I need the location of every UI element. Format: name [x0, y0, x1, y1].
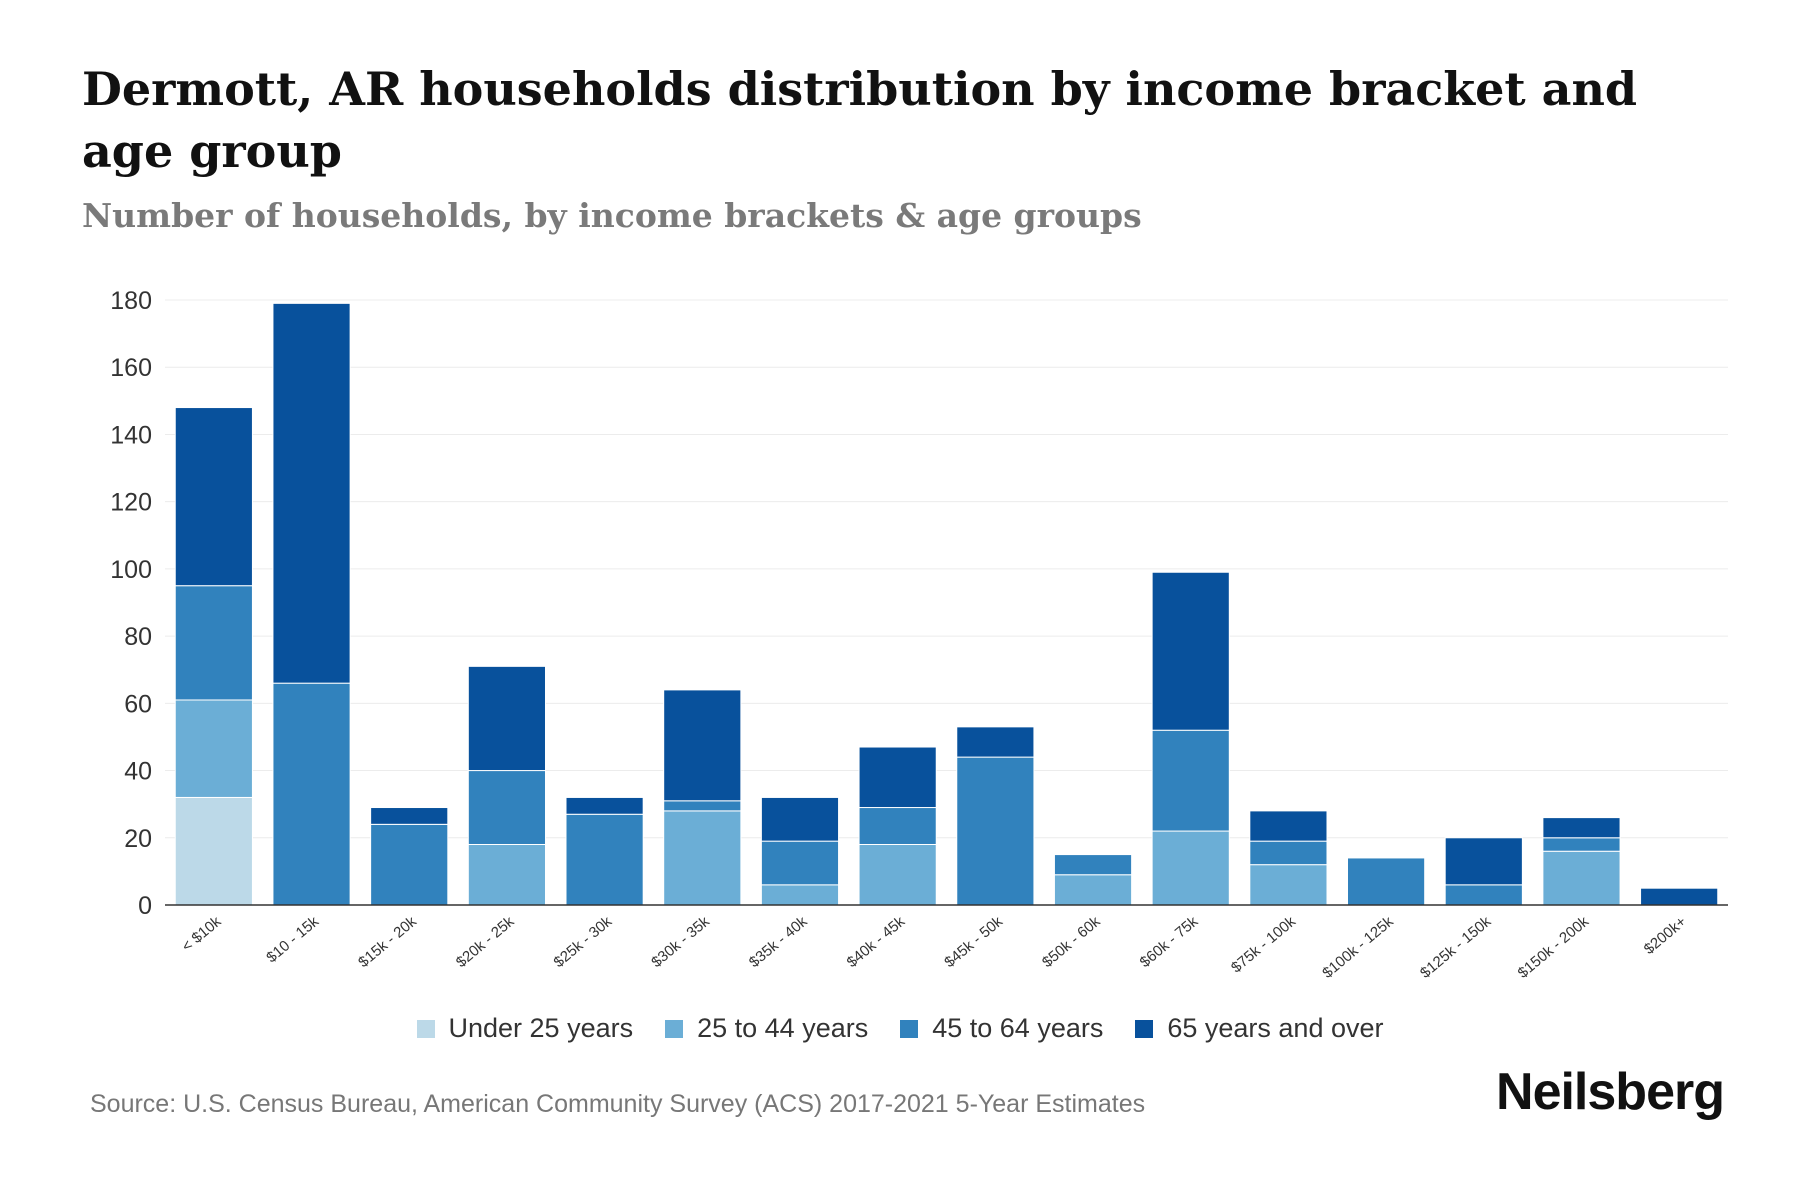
bar-segment: [761, 841, 838, 885]
bar-segment: [566, 797, 643, 814]
bar-segment: [175, 408, 252, 586]
legend-swatch-65-plus: [1135, 1020, 1153, 1038]
stacked-bar-chart: 0 20 40 60 80 100 120 140 160 180 < $10k $10 - 15k $…: [0, 0, 1800, 1000]
y-tick-label: 0: [138, 892, 152, 920]
x-tick-label: $20k - 25k: [453, 913, 518, 971]
y-tick-label: 180: [110, 287, 152, 315]
bar-segment: [1445, 838, 1522, 885]
x-tick-label: $60k - 75k: [1137, 913, 1202, 971]
legend-label-under-25: Under 25 years: [449, 1013, 634, 1044]
x-tick-label: $45k - 50k: [941, 913, 1006, 971]
bar-segment: [273, 303, 350, 683]
bar-segment: [1152, 730, 1229, 831]
x-tick-label: $35k - 40k: [746, 913, 811, 971]
bar-segment: [1445, 885, 1522, 905]
x-tick-label: $15k - 20k: [355, 913, 420, 971]
x-tick-label: $10 - 15k: [263, 913, 322, 967]
bar-segment: [1152, 831, 1229, 905]
bar-segment: [1543, 851, 1620, 905]
bar-segment: [664, 811, 741, 905]
legend-swatch-45-64: [900, 1020, 918, 1038]
bar-segment: [1250, 841, 1327, 865]
bar-segment: [761, 797, 838, 841]
bar-segment: [273, 683, 350, 905]
brand-logo: Neilsberg: [1496, 1062, 1724, 1122]
bar-segment: [1054, 875, 1131, 905]
bar-segment: [1250, 811, 1327, 841]
bar-segment: [1348, 858, 1425, 905]
y-tick-label: 40: [124, 758, 152, 786]
y-tick-label: 160: [110, 354, 152, 382]
source-note: Source: U.S. Census Bureau, American Com…: [90, 1090, 1145, 1119]
y-tick-label: 140: [110, 421, 152, 449]
x-tick-label: $125k - 150k: [1417, 913, 1495, 982]
bar-segment: [1054, 855, 1131, 875]
x-tick-label: $75k - 100k: [1228, 913, 1299, 977]
x-tick-label: $25k - 30k: [551, 913, 616, 971]
x-tick-label: $30k - 35k: [648, 913, 713, 971]
bar-segment: [957, 757, 1034, 905]
bar-segment: [1152, 572, 1229, 730]
x-tick-label: $40k - 45k: [844, 913, 909, 971]
x-tick-label: $150k - 200k: [1515, 913, 1593, 982]
legend-swatch-under-25: [417, 1020, 435, 1038]
legend-label-25-44: 25 to 44 years: [697, 1013, 868, 1044]
bar-segment: [468, 845, 545, 906]
bar-segment: [468, 771, 545, 845]
bar-segment: [1543, 838, 1620, 851]
legend-item-25-44[interactable]: 25 to 44 years: [665, 1013, 868, 1044]
legend-item-under-25[interactable]: Under 25 years: [417, 1013, 634, 1044]
bar-segment: [761, 885, 838, 905]
bar-segment: [468, 666, 545, 770]
bar-segment: [175, 797, 252, 905]
bar-segment: [1543, 818, 1620, 838]
y-tick-label: 120: [110, 489, 152, 517]
bar-segment: [664, 690, 741, 801]
bar-segment: [859, 747, 936, 808]
bar-segment: [1250, 865, 1327, 905]
x-tick-label: $200k+: [1641, 913, 1690, 958]
bar-segment: [957, 727, 1034, 757]
x-tick-label: $50k - 60k: [1039, 913, 1104, 971]
y-tick-label: 20: [124, 825, 152, 853]
bar-segment: [566, 814, 643, 905]
legend-item-65-plus[interactable]: 65 years and over: [1135, 1013, 1383, 1044]
y-tick-label: 60: [124, 690, 152, 718]
legend-label-65-plus: 65 years and over: [1167, 1013, 1383, 1044]
bar-segment: [1641, 888, 1718, 905]
bar-segment: [859, 845, 936, 906]
bar-segment: [664, 801, 741, 811]
chart-legend: Under 25 years 25 to 44 years 45 to 64 y…: [0, 1013, 1800, 1044]
x-tick-label: < $10k: [179, 913, 225, 956]
legend-label-45-64: 45 to 64 years: [932, 1013, 1103, 1044]
bar-segment: [371, 824, 448, 905]
bar-segment: [175, 586, 252, 700]
bar-segment: [371, 808, 448, 825]
legend-item-45-64[interactable]: 45 to 64 years: [900, 1013, 1103, 1044]
bar-segment: [175, 700, 252, 797]
y-tick-label: 80: [124, 623, 152, 651]
y-tick-label: 100: [110, 556, 152, 584]
bar-segment: [859, 808, 936, 845]
legend-swatch-25-44: [665, 1020, 683, 1038]
x-tick-label: $100k - 125k: [1319, 913, 1397, 982]
